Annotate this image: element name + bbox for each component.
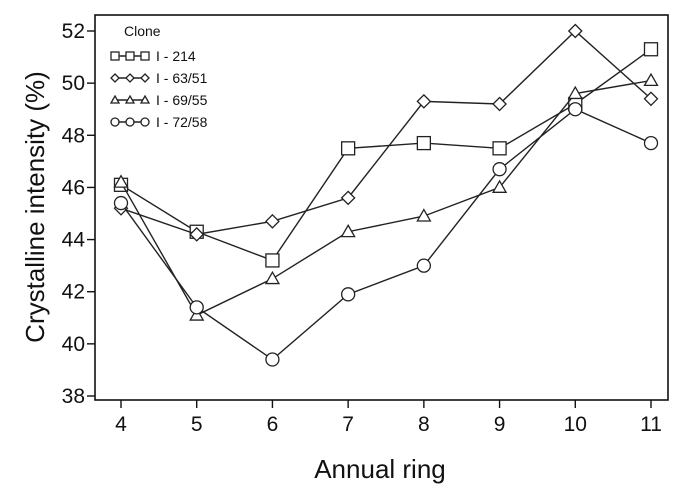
x-tick-label: 8 — [418, 413, 430, 436]
data-point-diamond — [643, 91, 659, 107]
y-tick-label: 46 — [62, 176, 85, 199]
data-point-circle — [265, 352, 280, 367]
legend-marker-square — [110, 51, 120, 61]
legend-marker-square — [140, 51, 150, 61]
data-point-triangle — [491, 179, 508, 193]
data-point-circle — [568, 102, 583, 117]
legend-label: I - 69/55 — [156, 92, 208, 108]
y-tick-label: 44 — [62, 229, 86, 252]
x-tick-label: 7 — [342, 413, 354, 436]
legend-entry: I - 72/58 — [110, 114, 208, 130]
x-axis-ticks: 4 5 6 7 8 9 10 11 — [115, 400, 662, 436]
data-point-square — [643, 42, 659, 57]
data-point-diamond — [340, 190, 356, 206]
x-axis-title: Annual ring — [314, 454, 446, 484]
legend-marker-square — [125, 51, 135, 61]
data-point-diamond — [492, 96, 507, 112]
data-point-square — [340, 141, 356, 156]
data-point-square — [492, 141, 507, 156]
y-tick-label: 38 — [62, 385, 85, 408]
y-tick-label: 50 — [62, 72, 85, 95]
plot-frame — [94, 14, 669, 401]
data-point-square — [416, 135, 432, 151]
data-point-circle — [416, 258, 432, 273]
legend-marker-circle — [110, 117, 120, 127]
y-axis-ticks: 38 40 42 44 46 48 50 52 — [62, 20, 95, 408]
legend-entry: I - 214 — [110, 48, 196, 64]
x-tick-label: 10 — [564, 413, 587, 436]
y-tick-label: 48 — [62, 124, 85, 147]
data-point-triangle — [643, 72, 659, 87]
series-line — [120, 30, 652, 236]
x-tick-label: 4 — [115, 413, 127, 436]
data-point-diamond — [265, 213, 280, 229]
legend-label: I - 214 — [156, 48, 196, 64]
data-point-circle — [643, 135, 659, 151]
data-point-circle — [340, 287, 356, 302]
series-line — [120, 48, 652, 262]
y-axis-title: Crystalline intensity (%) — [20, 71, 50, 343]
data-point-circle — [492, 162, 507, 177]
legend-label: I - 63/51 — [156, 70, 208, 86]
data-point-circle — [113, 195, 129, 211]
legend: Clone I - 214 I - 63/51 I - 69/55 I - 72/58 — [109, 23, 208, 130]
axes — [94, 14, 669, 401]
data-point-diamond — [416, 93, 432, 109]
data-point-triangle — [340, 223, 356, 238]
legend-title: Clone — [124, 23, 161, 39]
legend-marker-triangle — [109, 94, 121, 104]
legend-marker-circle — [140, 117, 150, 127]
data-point-diamond — [189, 226, 205, 242]
series-circle — [113, 102, 659, 367]
series-line — [120, 108, 652, 361]
legend-entry: I - 63/51 — [110, 70, 208, 86]
legend-marker-triangle — [139, 94, 151, 104]
legend-marker-triangle — [124, 94, 136, 104]
series-line — [120, 79, 652, 317]
series-layer — [113, 23, 659, 367]
legend-entry: I - 69/55 — [109, 92, 208, 108]
data-point-square — [265, 253, 280, 268]
data-point-triangle — [567, 85, 583, 100]
legend-label: I - 72/58 — [156, 114, 208, 130]
data-point-triangle — [113, 174, 129, 188]
data-point-diamond — [567, 23, 583, 39]
data-point-circle — [189, 300, 204, 315]
data-point-triangle — [416, 208, 432, 222]
x-tick-label: 11 — [640, 413, 662, 436]
data-point-triangle — [264, 270, 281, 285]
y-tick-label: 52 — [62, 20, 85, 43]
legend-marker-diamond — [140, 73, 150, 83]
y-tick-label: 40 — [62, 333, 85, 356]
x-tick-label: 5 — [191, 413, 203, 436]
x-tick-label: 6 — [267, 413, 279, 436]
y-tick-label: 42 — [62, 281, 85, 304]
legend-marker-diamond — [125, 73, 135, 83]
series-diamond — [113, 23, 659, 242]
x-tick-label: 9 — [494, 413, 506, 436]
series-triangle — [113, 72, 659, 321]
legend-marker-circle — [125, 117, 135, 127]
legend-marker-diamond — [110, 73, 120, 83]
